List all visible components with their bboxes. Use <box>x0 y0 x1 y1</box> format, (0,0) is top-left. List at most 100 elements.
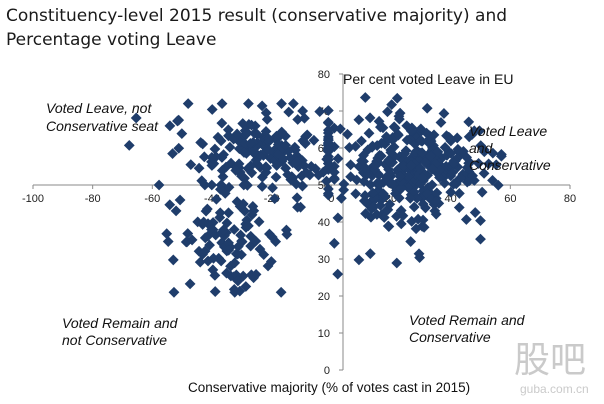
data-point <box>453 202 465 213</box>
data-point <box>385 147 397 158</box>
data-point <box>212 131 224 143</box>
data-point <box>161 228 173 240</box>
data-point <box>322 105 334 116</box>
data-point <box>260 161 272 173</box>
data-point <box>192 216 204 228</box>
data-point <box>487 175 498 186</box>
data-point <box>269 155 281 167</box>
data-point <box>186 234 198 246</box>
y-tick-label: 0 <box>324 365 330 377</box>
data-point <box>182 228 194 239</box>
data-point <box>386 99 398 111</box>
x-axis-label: Conservative majority (% of votes cast i… <box>188 380 470 395</box>
watermark-logo-text: 股吧 <box>514 340 586 381</box>
data-point <box>254 243 266 255</box>
data-point <box>241 214 253 226</box>
data-point <box>216 117 228 129</box>
data-point <box>322 145 334 156</box>
data-point <box>280 162 292 174</box>
data-point <box>335 192 347 204</box>
x-tick-label: -80 <box>85 193 101 205</box>
data-point <box>230 165 242 176</box>
data-point <box>382 106 393 118</box>
data-point <box>276 98 287 109</box>
data-point <box>359 162 371 174</box>
data-point <box>223 237 234 249</box>
data-point <box>162 236 174 247</box>
data-point <box>435 117 447 128</box>
data-point <box>305 160 317 172</box>
data-point <box>173 142 185 154</box>
data-point <box>301 129 313 141</box>
data-point <box>463 116 475 128</box>
data-point <box>421 127 432 139</box>
data-point <box>235 229 247 241</box>
data-point <box>373 169 385 181</box>
data-point <box>164 199 176 211</box>
data-point <box>215 255 227 267</box>
data-point <box>220 161 232 173</box>
data-point <box>276 127 288 139</box>
data-point <box>215 183 226 195</box>
data-point <box>393 110 405 122</box>
data-point <box>209 269 221 281</box>
data-point <box>408 201 420 213</box>
data-point <box>332 153 344 165</box>
data-point <box>260 166 272 178</box>
data-point <box>247 200 259 212</box>
data-point <box>216 98 228 109</box>
quadrant-label-top-right-line3: Conservative <box>469 157 551 173</box>
data-point <box>244 138 256 149</box>
data-point <box>282 169 294 181</box>
data-point <box>297 105 309 117</box>
data-point <box>405 236 417 247</box>
data-point <box>207 264 219 276</box>
data-point <box>415 135 427 146</box>
data-point <box>223 244 235 256</box>
data-point <box>167 254 179 266</box>
data-point <box>265 256 277 267</box>
data-point <box>277 153 289 165</box>
data-point <box>322 188 334 199</box>
data-point <box>242 220 254 232</box>
data-point <box>445 186 457 198</box>
data-point <box>418 191 430 202</box>
data-point <box>256 181 268 192</box>
data-point <box>250 235 262 247</box>
data-point <box>304 169 316 181</box>
data-point <box>381 171 392 183</box>
data-point <box>239 205 251 217</box>
data-point <box>221 217 233 229</box>
data-point <box>434 172 445 183</box>
data-point <box>310 163 321 175</box>
data-point <box>245 230 257 242</box>
data-point <box>153 179 165 191</box>
data-point <box>224 141 236 153</box>
data-point <box>419 156 431 168</box>
data-point <box>242 163 254 174</box>
quadrant-label-bottom-right-line2: Conservative <box>409 329 491 345</box>
y-tick-label: 10 <box>318 328 330 340</box>
data-point <box>322 124 334 136</box>
data-point <box>243 98 254 109</box>
data-point <box>182 98 194 109</box>
data-point <box>170 205 182 217</box>
x-tick-label: 80 <box>564 193 576 205</box>
data-point <box>445 147 457 159</box>
data-point <box>214 207 226 219</box>
data-point <box>240 281 252 292</box>
data-point <box>413 248 425 260</box>
data-point <box>222 124 234 136</box>
data-point <box>358 195 370 207</box>
data-point <box>377 188 389 200</box>
data-point <box>223 207 234 219</box>
data-point <box>273 148 284 160</box>
x-tick-label: 0 <box>328 193 334 205</box>
data-point <box>263 133 275 145</box>
data-point <box>322 117 334 129</box>
data-point <box>380 131 392 142</box>
data-point <box>308 134 320 146</box>
quadrant-label-top-right-line1: Voted Leave <box>469 123 547 139</box>
data-point <box>469 207 481 218</box>
data-point <box>447 167 459 178</box>
